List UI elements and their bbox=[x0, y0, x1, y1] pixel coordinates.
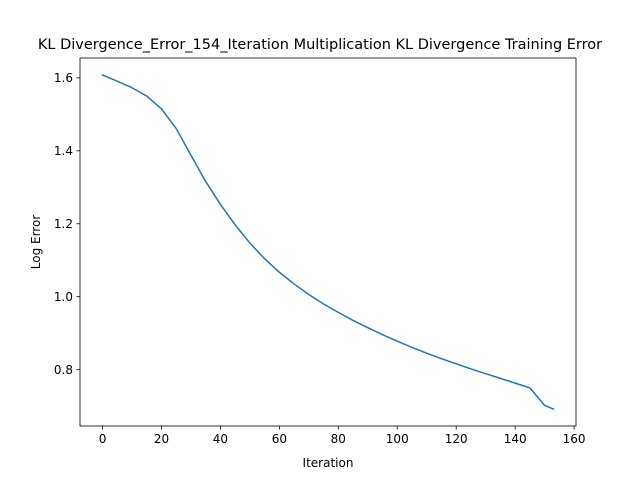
x-tick-label: 40 bbox=[213, 432, 228, 446]
x-tick-label: 0 bbox=[99, 432, 107, 446]
y-tick-label: 1.6 bbox=[54, 71, 73, 85]
series-line-0 bbox=[101, 73, 555, 411]
x-tick-label: 160 bbox=[563, 432, 586, 446]
y-axis-label: Log Error bbox=[29, 215, 43, 270]
x-tick-label: 60 bbox=[272, 432, 287, 446]
y-tick-label: 1.0 bbox=[54, 290, 73, 304]
y-tick-label: 1.2 bbox=[54, 217, 73, 231]
plot-area: 0 20 40 60 80 100 120 140 160 0.8 1.0 1.2 1.4 1.6 bbox=[54, 57, 586, 446]
axes-frame bbox=[79, 57, 577, 427]
chart-title: KL Divergence_Error_154_Iteration Multip… bbox=[38, 37, 602, 53]
x-axis-label: Iteration bbox=[303, 456, 354, 470]
x-tick-label: 20 bbox=[154, 432, 169, 446]
x-tick-label: 100 bbox=[386, 432, 409, 446]
y-tick-label: 0.8 bbox=[54, 363, 73, 377]
y-tick-label: 1.4 bbox=[54, 144, 73, 158]
x-tick-label: 80 bbox=[331, 432, 346, 446]
x-tick-label: 120 bbox=[445, 432, 468, 446]
x-tick-label: 140 bbox=[504, 432, 527, 446]
